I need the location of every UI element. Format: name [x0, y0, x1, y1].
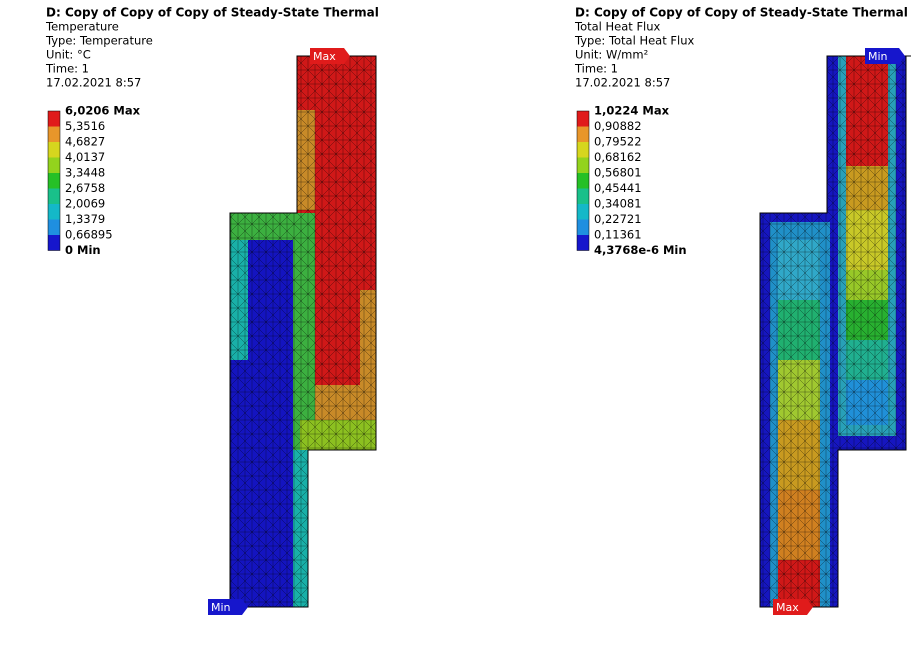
legend-label: 1,0224 Max [594, 104, 670, 118]
heat-flux-contour [760, 56, 906, 607]
legend-swatch [577, 111, 589, 127]
legend-swatch [48, 157, 60, 173]
header-line: Temperature [45, 20, 119, 34]
legend-swatch [48, 126, 60, 142]
legend-swatch [577, 188, 589, 204]
legend-label: 2,0069 [65, 197, 105, 211]
probe-flag [208, 599, 248, 615]
outline [229, 55, 377, 608]
header-line: Type: Total Heat Flux [574, 34, 694, 48]
legend-label: 0,22721 [594, 212, 642, 226]
probe-label: Max [776, 601, 799, 614]
outline [759, 55, 907, 608]
probe-flag [310, 48, 350, 64]
legend-swatch [48, 111, 60, 127]
header-line: 17.02.2021 8:57 [46, 76, 141, 90]
legend-swatch [48, 188, 60, 204]
legend-label: 3,3448 [65, 166, 105, 180]
legend-frame [576, 110, 590, 251]
probe-label: Min [211, 601, 231, 614]
legend-label: 5,3516 [65, 119, 105, 133]
legend-frame [47, 110, 61, 251]
header-line: Unit: °C [46, 48, 91, 62]
legend-swatch [48, 173, 60, 189]
header-line: Unit: W/mm² [575, 48, 648, 62]
legend-label: 0,79522 [594, 135, 642, 149]
legend-swatch [577, 235, 589, 251]
legend-swatch [48, 235, 60, 251]
panel-title: D: Copy of Copy of Copy of Steady-State … [46, 6, 379, 20]
legend-label: 0,11361 [594, 228, 642, 242]
probe-label: Min [868, 50, 888, 63]
header-line: Type: Temperature [45, 34, 153, 48]
legend-label: 6,0206 Max [65, 104, 141, 118]
legend-swatch [48, 219, 60, 235]
header-line: 17.02.2021 8:57 [575, 76, 670, 90]
legend-label: 4,3768e-6 Min [594, 243, 687, 257]
panel-title: D: Copy of Copy of Copy of Steady-State … [575, 6, 908, 20]
legend-swatch [577, 219, 589, 235]
legend-label: 0,68162 [594, 150, 642, 164]
legend-label: 0 Min [65, 243, 101, 257]
probe-label: Max [313, 50, 336, 63]
legend-swatch [48, 142, 60, 158]
header-line: Time: 1 [45, 62, 89, 76]
probe-flag [773, 599, 813, 615]
legend-swatch [577, 142, 589, 158]
legend-swatch [577, 126, 589, 142]
header-line: Time: 1 [574, 62, 618, 76]
legend-swatch [577, 157, 589, 173]
legend-swatch [577, 173, 589, 189]
legend-label: 0,45441 [594, 181, 642, 195]
legend-swatch [48, 204, 60, 220]
legend-label: 2,6758 [65, 181, 105, 195]
probe-flag [865, 48, 905, 64]
header-line: Total Heat Flux [574, 20, 661, 34]
legend-label: 0,66895 [65, 228, 113, 242]
legend-label: 0,34081 [594, 197, 642, 211]
legend-label: 4,0137 [65, 150, 105, 164]
legend-label: 4,6827 [65, 135, 105, 149]
legend-label: 0,90882 [594, 119, 642, 133]
legend-label: 0,56801 [594, 166, 642, 180]
legend-label: 1,3379 [65, 212, 105, 226]
temperature-contour [230, 56, 376, 607]
legend-swatch [577, 204, 589, 220]
